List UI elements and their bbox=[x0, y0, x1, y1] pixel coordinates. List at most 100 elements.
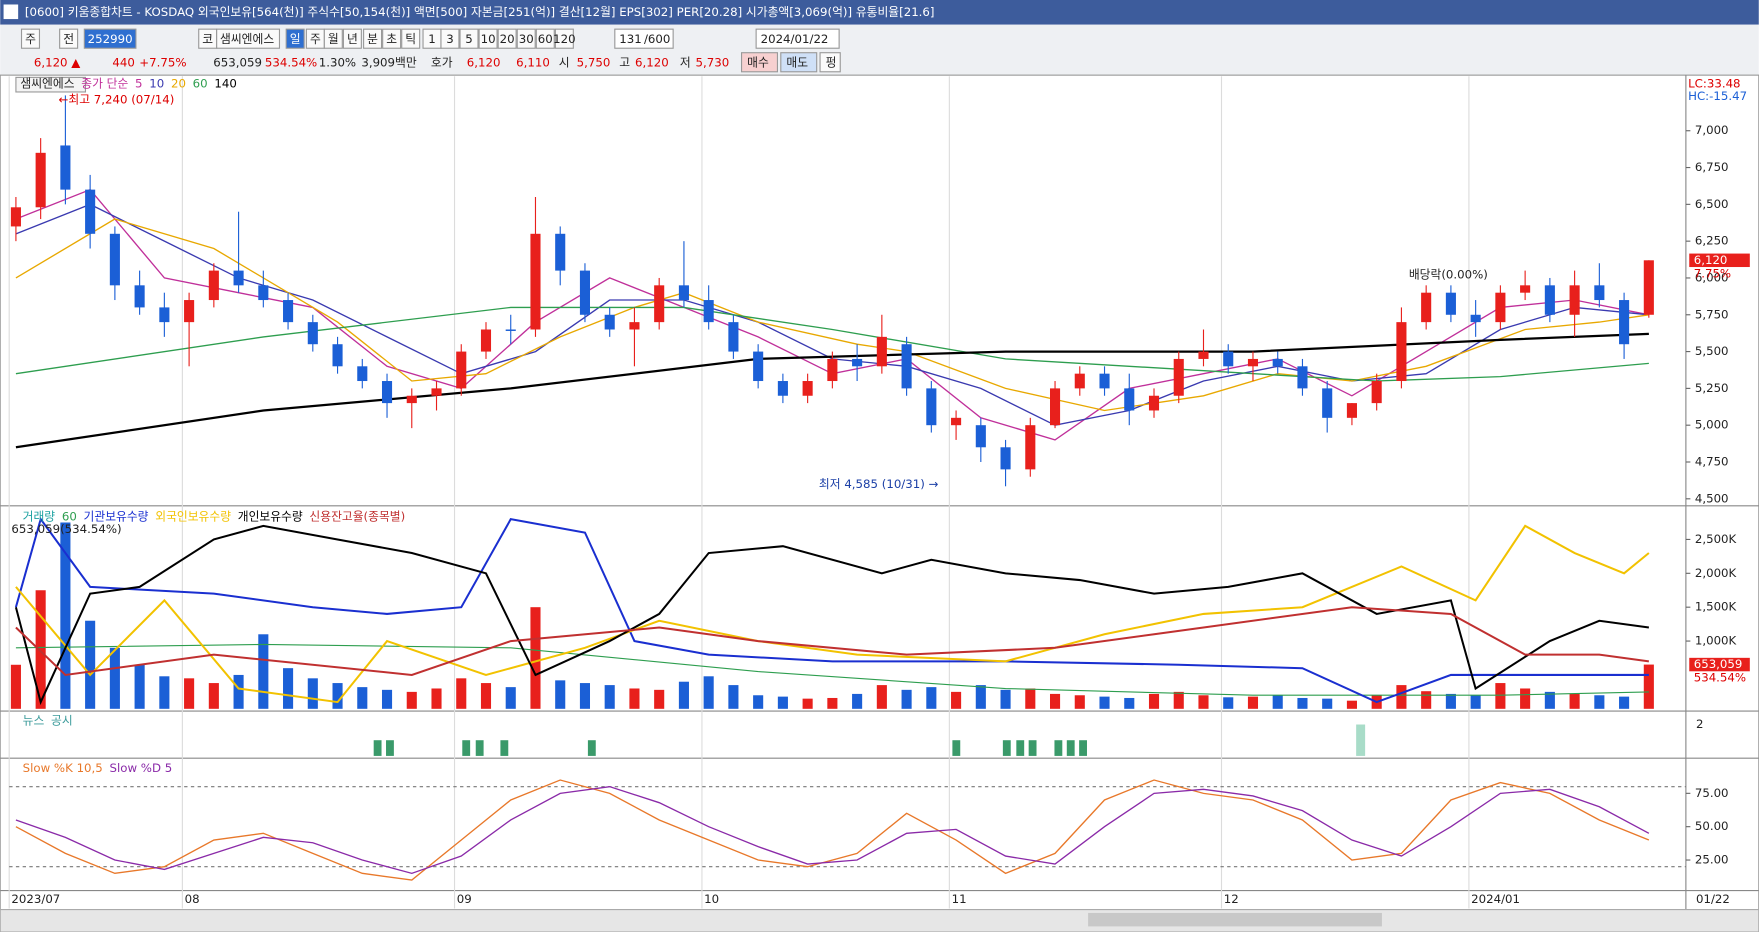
line bbox=[14, 516, 1649, 704]
volume-bar bbox=[1124, 697, 1135, 709]
order-button[interactable] bbox=[740, 52, 779, 73]
volume-bar bbox=[1049, 693, 1061, 709]
line bbox=[15, 306, 1649, 382]
candle-body bbox=[876, 336, 887, 367]
candle-body bbox=[184, 300, 195, 323]
volume-bar bbox=[505, 687, 516, 709]
quote-field: 5,750 bbox=[577, 55, 611, 69]
candle-body bbox=[1074, 373, 1085, 389]
y-tick-label: 6,000 bbox=[1695, 270, 1729, 284]
toolbar-button[interactable] bbox=[554, 28, 574, 49]
toolbar-button[interactable] bbox=[440, 28, 460, 49]
candle-body bbox=[283, 300, 294, 323]
candle-body bbox=[431, 388, 442, 396]
toolbar-button[interactable] bbox=[83, 28, 137, 49]
volume-bar bbox=[1470, 695, 1481, 709]
candle-body bbox=[109, 233, 120, 286]
toolbar-button[interactable] bbox=[497, 28, 517, 49]
candle-body bbox=[1025, 425, 1036, 470]
quote-field: 5,730 bbox=[696, 55, 730, 69]
volume-bar bbox=[134, 664, 145, 709]
scrollbar[interactable] bbox=[0, 909, 1759, 933]
volume-bar bbox=[456, 678, 467, 709]
volume-bar bbox=[678, 681, 689, 709]
quote-field: 매수 bbox=[747, 55, 769, 69]
volume-bar bbox=[1346, 700, 1357, 709]
toolbar-button[interactable] bbox=[342, 28, 362, 49]
candle-body bbox=[1049, 388, 1061, 426]
toolbar-button[interactable] bbox=[401, 28, 421, 49]
app-icon bbox=[3, 4, 19, 20]
candle-body bbox=[802, 381, 813, 396]
candle-body bbox=[1619, 300, 1630, 345]
volume-bar bbox=[1223, 697, 1234, 709]
toolbar-label: 1 bbox=[428, 32, 436, 46]
toolbar-label: 120 bbox=[553, 32, 575, 46]
news-mark bbox=[1002, 740, 1011, 756]
volume-bar bbox=[1074, 695, 1085, 709]
volume-bar bbox=[852, 693, 863, 709]
volume-bar bbox=[1594, 695, 1605, 709]
toolbar-button[interactable] bbox=[382, 28, 402, 49]
candle-body bbox=[1148, 395, 1160, 411]
volume-bar bbox=[1025, 688, 1036, 709]
news-mark bbox=[1079, 740, 1087, 756]
x-tick-label: 09 bbox=[457, 892, 472, 906]
volume-bar bbox=[1198, 695, 1209, 709]
quote-field: 534.54% bbox=[265, 55, 317, 69]
last-price-box bbox=[1689, 253, 1750, 268]
toolbar-button[interactable] bbox=[216, 28, 281, 49]
volume-header: 653,059(534.54%) bbox=[11, 522, 121, 536]
volume-bar bbox=[1544, 691, 1555, 709]
toolbar-button[interactable] bbox=[516, 28, 536, 49]
count-box[interactable] bbox=[614, 28, 674, 49]
toolbar-button[interactable] bbox=[323, 28, 343, 49]
toolbar-button[interactable] bbox=[59, 28, 79, 49]
line bbox=[15, 779, 1650, 881]
news-mark bbox=[952, 740, 961, 756]
toolbar-button[interactable] bbox=[363, 28, 383, 49]
last-volume: 653,059 bbox=[1694, 657, 1743, 671]
candle-body bbox=[85, 189, 96, 234]
order-button[interactable] bbox=[780, 52, 818, 73]
candle-body bbox=[1470, 314, 1481, 323]
quote-field: 매도 bbox=[786, 55, 808, 69]
line bbox=[15, 524, 1650, 704]
news-mark bbox=[386, 740, 394, 756]
x-tick-label: 2024/01 bbox=[1471, 892, 1520, 906]
toolbar-button[interactable] bbox=[285, 28, 305, 49]
toolbar-button[interactable] bbox=[20, 28, 41, 49]
volume-bar bbox=[1569, 693, 1580, 709]
cursor-date: 01/22 bbox=[1696, 892, 1730, 906]
candle-body bbox=[456, 351, 467, 389]
line bbox=[15, 785, 1650, 875]
quote-field: 펑 bbox=[826, 55, 837, 69]
news-mark bbox=[587, 740, 596, 756]
candle-body bbox=[777, 381, 788, 396]
volume-bar bbox=[1000, 689, 1011, 709]
volume-bar bbox=[753, 695, 764, 709]
volume-legend: 외국인보유수량 bbox=[155, 510, 231, 524]
candle-body bbox=[926, 388, 937, 426]
x-tick-label: 08 bbox=[185, 892, 200, 906]
volume-bar bbox=[1322, 698, 1333, 709]
volume-bar bbox=[579, 683, 591, 709]
candle-body bbox=[678, 285, 689, 301]
date-box[interactable] bbox=[755, 28, 840, 49]
volume-bar bbox=[307, 678, 318, 709]
order-button[interactable] bbox=[819, 52, 841, 73]
news-mark bbox=[1016, 740, 1025, 756]
toolbar-label: 샘씨엔에스 bbox=[220, 32, 274, 46]
scroll-thumb[interactable] bbox=[1088, 912, 1382, 927]
candle-body bbox=[332, 344, 343, 367]
quote-field: 653,059 bbox=[213, 55, 262, 69]
price-legend: 140 bbox=[214, 77, 236, 91]
toolbar-button[interactable] bbox=[478, 28, 498, 49]
volume-bar bbox=[901, 689, 912, 709]
candle-body bbox=[60, 145, 71, 190]
volume-bar bbox=[1173, 691, 1184, 709]
volume-bar bbox=[654, 689, 665, 709]
candle-body bbox=[1421, 292, 1432, 323]
toolbar-button[interactable] bbox=[459, 28, 479, 49]
toolbar-button[interactable] bbox=[535, 28, 555, 49]
